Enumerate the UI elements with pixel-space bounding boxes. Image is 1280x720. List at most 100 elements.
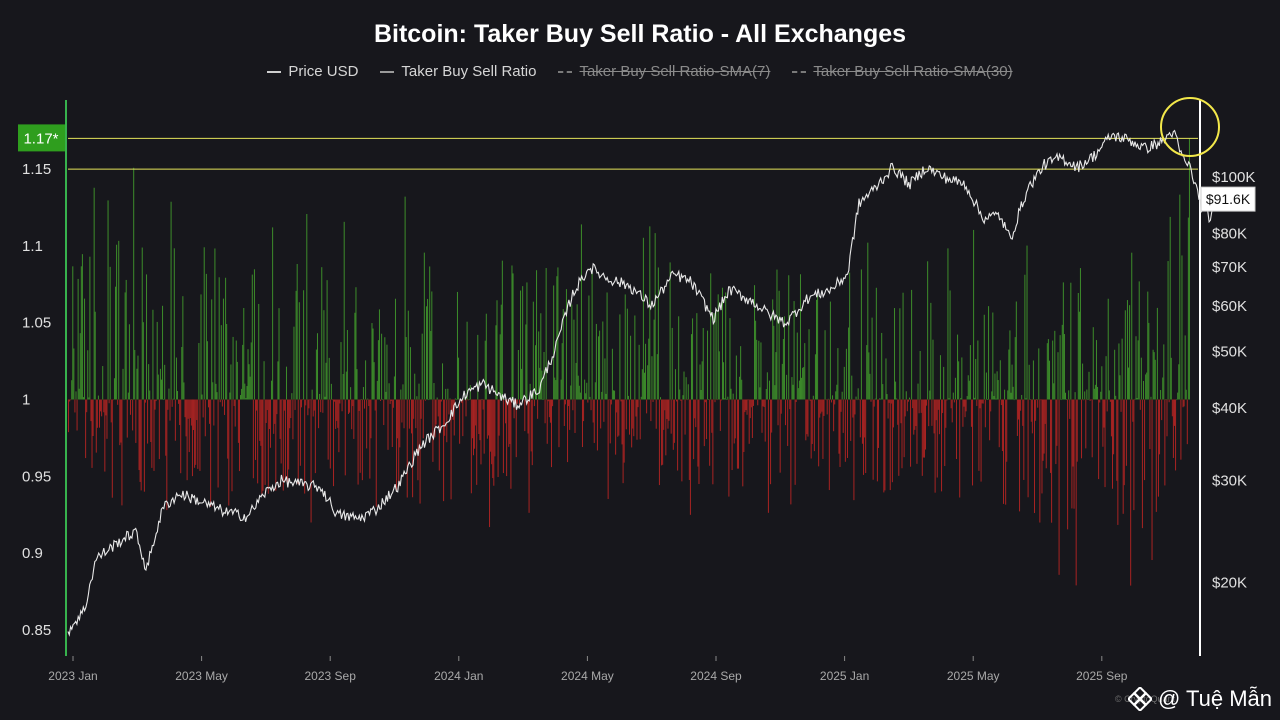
ratio-bar <box>567 399 569 463</box>
ratio-bar <box>118 240 120 400</box>
ratio-bar <box>201 394 203 400</box>
ratio-bar <box>1104 399 1106 488</box>
ratio-bar <box>652 399 654 402</box>
ratio-bar <box>1011 364 1013 400</box>
ratio-bar <box>123 399 125 401</box>
ratio-bar <box>883 399 885 493</box>
ratio-bar <box>372 328 374 400</box>
ratio-bar <box>351 399 353 430</box>
ratio-bar <box>727 396 729 400</box>
ratio-bar <box>89 256 91 400</box>
ratio-bar <box>614 390 616 400</box>
ratio-bar <box>882 384 884 400</box>
ratio-bar <box>188 399 190 453</box>
ratio-bar <box>818 399 820 467</box>
ratio-bar <box>1171 399 1173 417</box>
ratio-bar <box>821 399 823 412</box>
ratio-bar <box>186 399 188 481</box>
ratio-bar <box>1003 399 1005 504</box>
ratio-bar <box>941 399 943 492</box>
ratio-bar <box>869 373 871 400</box>
ratio-bar <box>866 345 868 400</box>
reference-lines <box>68 137 1198 170</box>
ratio-bar <box>816 299 818 400</box>
legend-item-ratio[interactable]: Taker Buy Sell Ratio <box>380 63 536 80</box>
ratio-bar <box>659 397 662 400</box>
ratio-bar <box>1092 327 1094 400</box>
ratio-bar <box>570 385 572 400</box>
ratio-bar <box>305 399 307 406</box>
ratio-bar <box>890 399 892 404</box>
ratio-bar <box>552 399 554 407</box>
ratio-bar <box>593 399 595 443</box>
ratio-bar <box>772 299 774 400</box>
ratio-bar <box>233 399 235 407</box>
ratio-bar <box>530 399 532 452</box>
ratio-bar <box>221 399 223 407</box>
ratio-bar <box>71 380 73 400</box>
ratio-bar <box>899 308 901 400</box>
ratio-bar <box>936 399 938 478</box>
ratio-bar <box>84 298 86 400</box>
ratio-bar <box>553 285 555 400</box>
ratio-bar <box>502 399 504 474</box>
ratio-bar <box>848 327 850 400</box>
ratio-bar <box>667 399 669 429</box>
ratio-bar <box>1015 301 1017 400</box>
ratio-bar <box>138 399 140 471</box>
ratio-bar <box>88 397 90 400</box>
ratio-bar <box>850 399 852 441</box>
ratio-bar <box>799 274 801 400</box>
legend-item-price[interactable]: Price USD <box>267 63 358 80</box>
ratio-bar <box>786 374 788 400</box>
legend-item-sma30[interactable]: Taker Buy Sell Ratio-SMA(30) <box>792 63 1013 80</box>
legend-item-sma7[interactable]: Taker Buy Sell Ratio-SMA(7) <box>558 63 770 80</box>
ratio-bar <box>555 380 557 400</box>
ratio-bar <box>713 313 715 400</box>
ratio-bar <box>918 399 920 414</box>
ratio-bar <box>763 399 765 408</box>
ratio-bar <box>490 399 492 452</box>
ratio-bar <box>674 369 676 400</box>
ratio-bar <box>238 399 240 472</box>
chart-title: Bitcoin: Taker Buy Sell Ratio - All Exch… <box>373 20 907 48</box>
ratio-bar <box>1041 399 1043 494</box>
ratio-bar <box>406 399 408 498</box>
ratio-bar <box>1075 399 1077 586</box>
ratio-bar <box>690 334 692 400</box>
ratio-bar <box>576 304 578 400</box>
ratio-bar <box>798 380 800 400</box>
ratio-bar <box>298 302 300 400</box>
ratio-bar <box>1108 390 1110 400</box>
ratio-bar <box>447 388 449 400</box>
legend-label-ratio: Taker Buy Sell Ratio <box>401 63 537 80</box>
ratio-bar <box>637 399 639 408</box>
ratio-bar <box>1147 291 1149 400</box>
ratio-bar <box>574 399 576 433</box>
ratio-bar <box>1118 343 1120 400</box>
ratio-bar <box>122 368 124 400</box>
ratio-bar <box>1099 399 1101 403</box>
ratio-bar <box>133 167 135 400</box>
ratio-bar <box>325 362 327 400</box>
ratio-bar <box>1066 399 1068 400</box>
ratio-bar <box>1005 399 1007 505</box>
y-tick-label: 1.05 <box>22 315 51 332</box>
ratio-bar <box>663 399 665 430</box>
ratio-bar <box>776 269 778 400</box>
ratio-bar <box>1185 389 1187 400</box>
ratio-bar <box>608 399 610 401</box>
ratio-bar <box>1150 396 1152 400</box>
ratio-bar <box>1179 194 1181 400</box>
ratio-bar <box>393 376 395 400</box>
ratio-bar <box>115 286 117 400</box>
ratio-bar <box>756 339 758 400</box>
ratio-bar <box>293 326 295 400</box>
ratio-bar <box>347 399 349 414</box>
ratio-bar <box>647 365 649 400</box>
ratio-bar <box>283 399 285 411</box>
ratio-bar <box>405 337 407 400</box>
ratio-bar <box>197 399 199 469</box>
ratio-bar <box>969 345 971 400</box>
ratio-bar <box>911 289 913 400</box>
